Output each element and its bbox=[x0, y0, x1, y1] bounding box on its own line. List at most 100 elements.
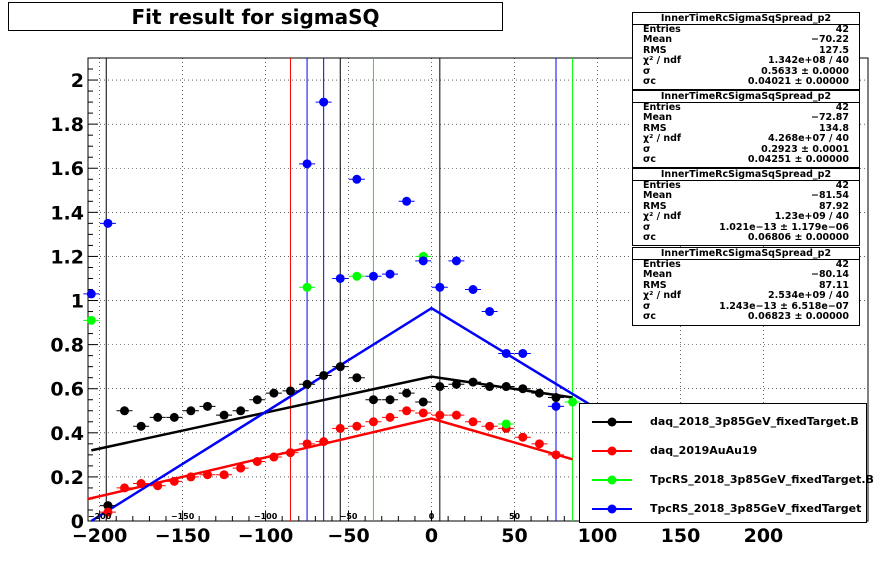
stat-row: RMS 87.92 bbox=[633, 200, 859, 212]
stat-row: Mean −72.87 bbox=[633, 113, 859, 123]
data-point bbox=[451, 256, 461, 266]
inner-x-tick-label: −200 bbox=[88, 512, 112, 521]
stat-row: Entries 42 bbox=[633, 102, 859, 113]
x-tick-label: −100 bbox=[238, 525, 294, 547]
stat-label: Mean bbox=[643, 190, 673, 202]
stat-value: −81.54 bbox=[810, 190, 849, 202]
stat-label: RMS bbox=[643, 200, 667, 212]
stat-value: 87.92 bbox=[818, 200, 849, 212]
data-point bbox=[368, 271, 378, 281]
x-tick-label: 0 bbox=[425, 525, 438, 547]
x-tick-label: 200 bbox=[744, 525, 784, 547]
stat-value: 42 bbox=[835, 180, 849, 191]
data-point bbox=[551, 450, 561, 460]
legend-label: TpcRS_2018_3p85GeV_fixedTarget.B bbox=[650, 473, 874, 486]
stat-value: 1.021e−13 ± 1.179e−06 bbox=[719, 221, 849, 233]
stat-value: 0.06823 ± 0.00000 bbox=[747, 310, 849, 322]
stat-row: σc 0.06823 ± 0.00000 bbox=[633, 310, 859, 322]
stat-row: Mean −80.14 bbox=[633, 270, 859, 280]
data-point bbox=[518, 348, 528, 358]
data-point bbox=[435, 282, 445, 292]
stat-value: 127.5 bbox=[818, 44, 849, 56]
stat-label: RMS bbox=[643, 279, 667, 291]
y-tick-label: 1.6 bbox=[50, 158, 84, 180]
data-point bbox=[186, 472, 196, 482]
stat-label: σc bbox=[643, 310, 657, 322]
legend-marker bbox=[592, 446, 632, 456]
data-point bbox=[285, 386, 295, 396]
stat-value: −72.87 bbox=[810, 112, 849, 124]
stat-value: 0.04021 ± 0.00000 bbox=[747, 75, 849, 87]
data-point bbox=[120, 406, 130, 416]
x-tick-label: 50 bbox=[501, 525, 527, 547]
data-point bbox=[120, 483, 130, 493]
legend-label: daq_2019AuAu19 bbox=[650, 444, 758, 457]
legend-entry: daq_2018_3p85GeV_fixedTarget.B bbox=[580, 412, 866, 432]
stat-label: χ² / ndf bbox=[643, 211, 682, 223]
stat-box-title: InnerTimeRcSigmaSqSpread_p2 bbox=[633, 169, 859, 181]
legend-entry: daq_2019AuAu19 bbox=[580, 441, 866, 461]
data-point bbox=[435, 382, 445, 392]
data-point bbox=[385, 412, 395, 422]
data-point bbox=[302, 282, 312, 292]
stat-value: 0.2923 ± 0.0001 bbox=[761, 143, 849, 155]
data-point bbox=[335, 362, 345, 372]
data-point bbox=[501, 382, 511, 392]
stat-label: σ bbox=[643, 221, 651, 233]
data-point bbox=[186, 406, 196, 416]
data-point bbox=[534, 388, 544, 398]
data-point bbox=[285, 448, 295, 458]
legend: daq_2018_3p85GeV_fixedTarget.B daq_2019A… bbox=[579, 403, 874, 523]
data-point bbox=[236, 463, 246, 473]
stat-box: InnerTimeRcSigmaSqSpread_p2 Entries 42 Mean… bbox=[632, 90, 860, 168]
fit-line bbox=[90, 306, 590, 523]
legend-marker bbox=[592, 504, 632, 514]
stat-label: σ bbox=[643, 65, 651, 77]
data-point bbox=[269, 388, 279, 398]
stat-row: RMS 87.11 bbox=[633, 279, 859, 291]
data-point bbox=[319, 437, 329, 447]
data-point bbox=[468, 285, 478, 294]
data-point bbox=[352, 174, 362, 184]
stat-row: σc 0.04021 ± 0.00000 bbox=[633, 75, 859, 87]
data-point bbox=[468, 377, 478, 387]
data-point bbox=[385, 269, 395, 279]
data-point bbox=[501, 348, 511, 358]
y-tick-label: 0.8 bbox=[50, 335, 84, 357]
data-point bbox=[153, 481, 163, 491]
stat-value: 42 bbox=[835, 259, 849, 270]
stat-value: 1.243e−13 ± 6.518e−07 bbox=[719, 300, 849, 312]
stat-label: Entries bbox=[643, 102, 681, 113]
stat-row: σc 0.06806 ± 0.00000 bbox=[633, 231, 859, 243]
stat-row: χ² / ndf 2.534e+09 / 40 bbox=[633, 290, 859, 301]
stat-label: Entries bbox=[643, 180, 681, 191]
stat-label: σc bbox=[643, 153, 657, 165]
stat-row: Entries 42 bbox=[633, 24, 859, 35]
data-point bbox=[103, 501, 113, 511]
stat-value: 4.268e+07 / 40 bbox=[768, 133, 849, 145]
stat-row: Mean −81.54 bbox=[633, 191, 859, 201]
data-point bbox=[435, 410, 445, 420]
data-point bbox=[352, 271, 362, 281]
stat-box-title: InnerTimeRcSigmaSqSpread_p2 bbox=[633, 91, 859, 103]
data-point bbox=[103, 507, 113, 517]
stat-label: RMS bbox=[643, 44, 667, 56]
stat-box: InnerTimeRcSigmaSqSpread_p2 Entries 42 Mean… bbox=[632, 168, 860, 246]
stat-label: χ² / ndf bbox=[643, 55, 682, 67]
y-tick-label: 1.4 bbox=[50, 202, 84, 224]
stat-value: 1.342e+08 / 40 bbox=[768, 55, 849, 67]
data-point bbox=[418, 397, 428, 407]
data-point bbox=[202, 470, 212, 480]
y-tick-label: 1 bbox=[71, 291, 84, 313]
y-tick-label: 1.2 bbox=[50, 246, 84, 268]
data-point bbox=[501, 419, 511, 429]
legend-marker bbox=[592, 417, 632, 427]
x-tick-label: −50 bbox=[327, 525, 369, 547]
legend-entry: TpcRS_2018_3p85GeV_fixedTarget.B bbox=[580, 470, 874, 490]
data-point bbox=[335, 423, 345, 433]
data-point bbox=[418, 408, 428, 418]
data-point bbox=[252, 456, 262, 466]
stat-row: σ 0.2923 ± 0.0001 bbox=[633, 143, 859, 155]
stat-value: 0.06806 ± 0.00000 bbox=[747, 231, 849, 243]
data-point bbox=[385, 395, 395, 405]
